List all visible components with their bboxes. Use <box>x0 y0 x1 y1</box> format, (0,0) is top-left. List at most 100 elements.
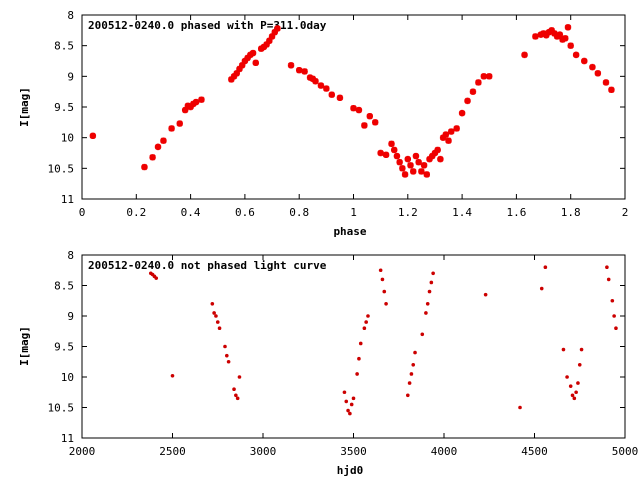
phased-plot-xtick-label: 0.2 <box>126 206 146 219</box>
unphased-plot-ytick-label: 8.5 <box>54 280 74 293</box>
phased-plot-point <box>176 120 183 127</box>
phased-plot-point <box>301 68 308 75</box>
phased-plot-point <box>448 128 455 135</box>
phased-plot-point <box>287 62 295 69</box>
phased-plot-point <box>366 113 373 120</box>
phased-plot-xtick-label: 1.8 <box>561 206 581 219</box>
phased-plot-point <box>589 63 596 71</box>
unphased-plot-ytick-label: 11 <box>61 432 74 445</box>
unphased-plot-ytick-label: 9 <box>67 310 74 323</box>
unphased-plot-marks <box>148 265 618 416</box>
phased-plot-point <box>469 88 477 95</box>
phased-plot-point <box>437 155 444 163</box>
phased-plot-point <box>149 154 156 161</box>
phased-plot-point <box>312 78 319 85</box>
unphased-plot-point <box>234 393 238 398</box>
unphased-plot-ytick-label: 9.5 <box>54 341 74 354</box>
unphased-plot-point <box>518 405 522 410</box>
unphased-plot-xtick-label: 5000 <box>612 445 639 458</box>
phased-plot-xtick-label: 2 <box>622 206 629 219</box>
phased-plot-point <box>236 65 243 73</box>
phased-plot-xtick-label: 1.2 <box>398 206 418 219</box>
phased-plot-ytick-label: 9 <box>67 70 74 83</box>
phased-plot-point <box>572 51 580 59</box>
unphased-plot-point <box>425 302 430 306</box>
phased-plot-point <box>407 162 414 169</box>
phased-plot-point <box>458 109 466 117</box>
phased-plot-point <box>244 54 251 62</box>
phased-plot-point <box>551 30 558 37</box>
unphased-plot-point <box>565 375 569 379</box>
unphased-plot-point <box>413 350 417 355</box>
phased-plot-point <box>160 137 167 144</box>
phased-plot-point <box>355 106 363 114</box>
phased-plot-point <box>420 162 428 169</box>
phased-plot-point <box>328 91 335 98</box>
phased-plot-point <box>230 73 238 80</box>
phased-plot-point <box>198 96 205 103</box>
unphased-plot-point <box>407 381 412 385</box>
unphased-plot-point <box>226 359 231 364</box>
phased-plot-title: 200512-0240.0 phased with P=311.0day <box>88 19 327 32</box>
phased-plot-point <box>567 42 574 49</box>
phased-plot-point <box>317 82 325 89</box>
phased-plot-point <box>399 165 406 172</box>
unphased-plot-point <box>380 277 385 282</box>
phased-plot-point <box>453 125 460 132</box>
unphased-plot-point <box>382 289 387 294</box>
phased-plot-point <box>296 67 303 74</box>
phased-plot-point <box>608 86 615 94</box>
phased-plot-ticks: 0 0.2 0.4 0.6 0.8 1 1.2 1.4 1.6 1.8 2 8 8.5 9 9.5 10 10.… <box>48 9 629 219</box>
phased-plot-xtick-label: 1.6 <box>506 206 526 219</box>
phased-plot-point <box>410 168 417 175</box>
phased-plot-point <box>602 79 610 86</box>
phased-plot-point <box>412 152 420 160</box>
phased-plot-ytick-label: 10.5 <box>48 162 75 175</box>
phased-plot-point <box>594 70 602 77</box>
phased-plot-xlabel: phase <box>333 225 366 238</box>
unphased-plot-point <box>424 311 428 315</box>
phased-plot-point <box>274 25 281 32</box>
phased-plot-point <box>391 146 398 154</box>
phased-plot-point <box>168 125 175 132</box>
phased-plot-point <box>556 31 564 38</box>
phased-plot-point <box>372 119 379 126</box>
phased-plot-xtick-label: 0.8 <box>289 206 309 219</box>
phased-plot-point <box>418 168 425 175</box>
unphased-plot-frame <box>81 254 626 439</box>
phased-plot-point <box>187 103 194 111</box>
unphased-plot-point <box>217 326 222 331</box>
unphased-plot-point <box>237 375 242 379</box>
phased-plot-point <box>263 41 270 48</box>
unphased-plot-point <box>429 280 434 285</box>
unphased-plot-point <box>235 396 240 401</box>
phased-plot-point <box>192 98 200 106</box>
phased-plot-point <box>238 62 246 69</box>
phased-plot-point <box>415 159 422 166</box>
unphased-plot-point <box>610 298 615 303</box>
unphased-plot-point <box>409 372 414 376</box>
phased-plot-point <box>141 163 148 171</box>
unphased-plot-point <box>348 411 352 416</box>
phased-plot-point <box>404 155 411 163</box>
phased-plot-ylabel: I[mag] <box>18 87 31 127</box>
unphased-plot-xtick-label: 4500 <box>521 445 548 458</box>
unphased-plot-point <box>576 381 580 385</box>
unphased-plot-point <box>364 320 368 324</box>
unphased-plot-point <box>349 402 354 407</box>
unphased-plot-xtick-label: 2500 <box>159 445 186 458</box>
unphased-plot-point <box>612 314 616 318</box>
phased-plot-ytick-label: 11 <box>61 193 74 206</box>
unphased-plot-xlabel: hjd0 <box>337 464 364 477</box>
unphased-plot-point <box>605 265 609 270</box>
phased-plot-point <box>252 59 259 67</box>
unphased-plot-point <box>483 292 488 297</box>
unphased-plot-point <box>570 393 575 398</box>
phased-plot-point <box>480 73 488 80</box>
unphased-plot-point <box>420 332 425 337</box>
phased-plot: 200512-0240.0 phased with P=311.0day pha… <box>18 9 628 238</box>
unphased-plot-point <box>561 347 566 352</box>
unphased-plot-point <box>366 314 370 318</box>
phased-plot-point <box>434 146 441 154</box>
unphased-plot-ticks: 2000 2500 3000 3500 4000 4500 5000 8 8.5 9 9.5 10 10… <box>48 249 639 458</box>
